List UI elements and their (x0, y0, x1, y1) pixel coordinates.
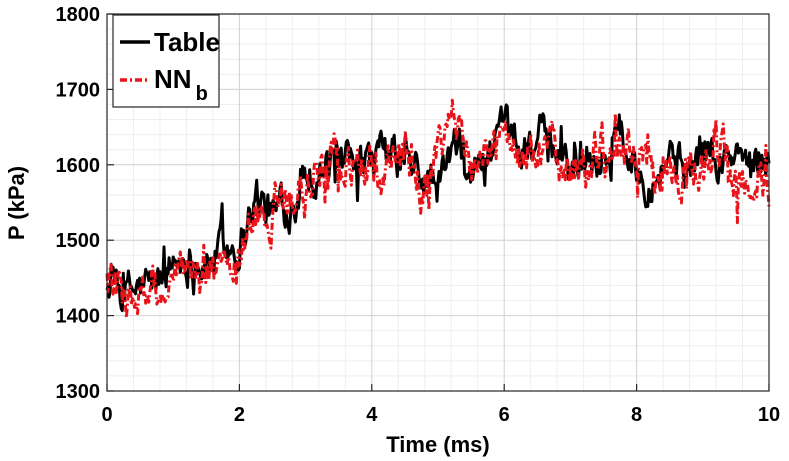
legend-label-table: Table (154, 27, 220, 57)
x-tick-labels: 0 2 4 6 8 10 (101, 384, 780, 426)
y-tick-label: 1300 (56, 381, 101, 403)
x-tick-label: 10 (758, 404, 780, 426)
y-tick-labels: 1300 1400 1500 1600 1700 1800 (56, 4, 114, 403)
x-tick-label: 8 (631, 404, 642, 426)
y-tick-label: 1800 (56, 4, 101, 26)
y-axis-label: P (kPa) (4, 166, 29, 240)
legend: Table NN b (112, 14, 220, 108)
legend-box (112, 14, 220, 108)
plot-area-frame (106, 13, 770, 392)
y-tick-label: 1700 (56, 79, 101, 101)
y-tick-label: 1400 (56, 306, 101, 328)
legend-label-nn: NN b (154, 64, 208, 105)
y-tick-label: 1500 (56, 230, 101, 252)
x-axis-label: Time (ms) (386, 432, 490, 457)
x-tick-label: 2 (234, 404, 245, 426)
series-line-table (105, 103, 771, 313)
series-layer (105, 98, 771, 320)
y-tick-label: 1600 (56, 155, 101, 177)
series-line-nn (105, 98, 771, 320)
legend-label-nn-main: NN (154, 64, 192, 94)
x-tick-label: 0 (101, 404, 112, 426)
legend-label-nn-subscript: b (196, 83, 208, 105)
x-tick-label: 4 (366, 404, 378, 426)
x-tick-label: 6 (499, 404, 510, 426)
